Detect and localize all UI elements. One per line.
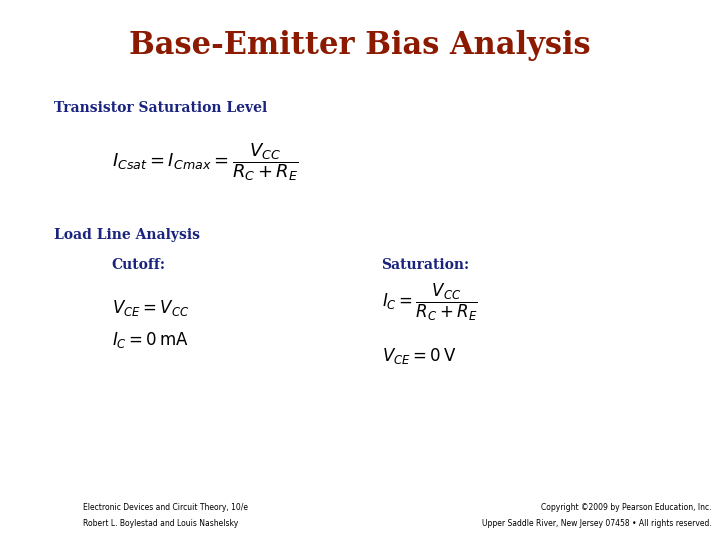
Text: Load Line Analysis: Load Line Analysis [54, 228, 200, 242]
Text: Electronic Devices and Circuit Theory, 10/e: Electronic Devices and Circuit Theory, 1… [83, 503, 248, 512]
Text: $I_C = 0\,\mathrm{mA}$: $I_C = 0\,\mathrm{mA}$ [112, 330, 188, 350]
Text: Base-Emitter Bias Analysis: Base-Emitter Bias Analysis [129, 30, 591, 62]
Text: Cutoff:: Cutoff: [112, 258, 166, 272]
Text: $I_C = \dfrac{V_{CC}}{R_C + R_E}$: $I_C = \dfrac{V_{CC}}{R_C + R_E}$ [382, 282, 477, 323]
Text: $I_{Csat} = I_{Cmax} = \dfrac{V_{CC}}{R_C + R_E}$: $I_{Csat} = I_{Cmax} = \dfrac{V_{CC}}{R_… [112, 141, 299, 183]
Text: Saturation:: Saturation: [382, 258, 469, 272]
Text: Transistor Saturation Level: Transistor Saturation Level [54, 101, 267, 115]
Text: PEARSON: PEARSON [12, 502, 68, 512]
Text: Upper Saddle River, New Jersey 07458 • All rights reserved.: Upper Saddle River, New Jersey 07458 • A… [482, 519, 711, 528]
Text: $V_{CE} = V_{CC}$: $V_{CE} = V_{CC}$ [112, 298, 189, 318]
Text: Robert L. Boylestad and Louis Nashelsky: Robert L. Boylestad and Louis Nashelsky [83, 519, 238, 528]
Text: $V_{CE} = 0\,\mathrm{V}$: $V_{CE} = 0\,\mathrm{V}$ [382, 346, 456, 367]
Text: Copyright ©2009 by Pearson Education, Inc.: Copyright ©2009 by Pearson Education, In… [541, 503, 711, 512]
